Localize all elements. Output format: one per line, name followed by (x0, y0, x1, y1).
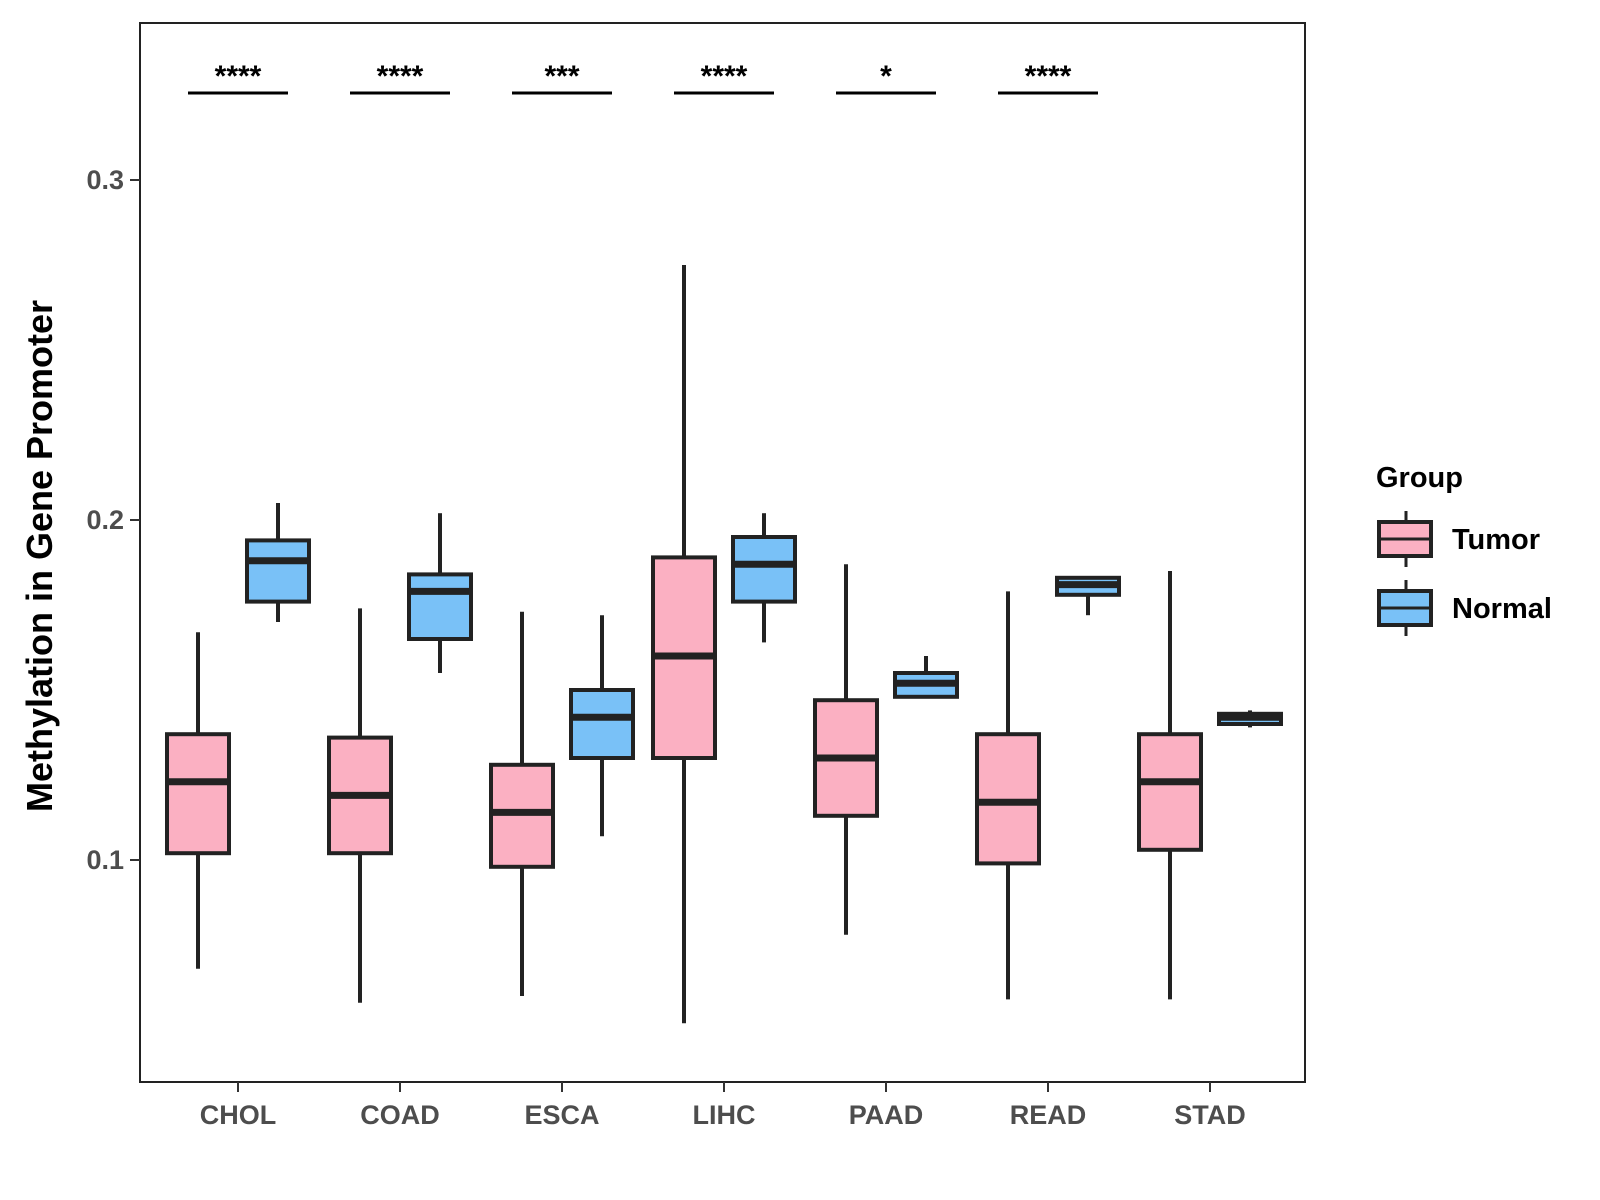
box-tumor-coad (327, 608, 393, 1003)
box-tumor-read (975, 591, 1041, 1000)
box-tumor-lihc (651, 265, 717, 1024)
x-tick-label-coad: COAD (360, 1100, 440, 1130)
box-normal-paad (893, 656, 959, 699)
box-tumor-paad (813, 564, 879, 935)
legend-title: Group (1376, 462, 1463, 494)
x-tick-label-chol: CHOL (200, 1100, 277, 1130)
box-rect-tumor-chol (165, 732, 231, 856)
box-normal-stad (1217, 710, 1283, 728)
box-rect-normal-esca (569, 688, 635, 760)
sig-label-lihc: **** (701, 60, 748, 93)
plot-border (139, 22, 1306, 1083)
significance-annotations: **** **** *** **** * **** (188, 60, 1098, 95)
box-rect-normal-lihc (731, 535, 797, 604)
sig-label-read: **** (1025, 60, 1072, 93)
legend-label-tumor: Tumor (1452, 524, 1540, 556)
box-tumor-chol (165, 632, 231, 969)
box-normal-read (1055, 575, 1121, 616)
box-layer (165, 265, 1283, 1024)
sig-label-paad: * (880, 60, 892, 93)
box-tumor-esca (489, 611, 555, 996)
x-tick-label-esca: ESCA (524, 1100, 599, 1130)
box-tumor-stad (1137, 571, 1203, 1000)
x-tick-label-stad: STAD (1174, 1100, 1246, 1130)
y-tick-label-0: 0.1 (86, 845, 124, 875)
box-normal-lihc (731, 513, 797, 643)
y-tick-label-1: 0.2 (86, 505, 124, 535)
y-tick-label-2: 0.3 (86, 165, 124, 195)
legend-label-normal: Normal (1452, 593, 1552, 625)
box-rect-tumor-stad (1137, 732, 1203, 852)
legend-item-normal: Normal (1377, 580, 1552, 636)
y-axis-title: Methylation in Gene Promoter (19, 300, 60, 812)
axes: 0.1 0.2 0.3 CHOL COAD ESCA LIHC PAAD READ STAD (86, 165, 1245, 1130)
x-tick-label-read: READ (1010, 1100, 1087, 1130)
legend: Group Tumor Normal (1376, 462, 1552, 636)
sig-label-chol: **** (215, 60, 262, 93)
box-rect-normal-coad (407, 572, 473, 642)
box-normal-coad (407, 513, 473, 673)
sig-label-coad: **** (377, 60, 424, 93)
box-normal-chol (245, 503, 311, 622)
sig-label-esca: *** (544, 60, 579, 93)
x-tick-label-paad: PAAD (849, 1100, 924, 1130)
x-tick-label-lihc: LIHC (693, 1100, 756, 1130)
plot-panel (139, 22, 1306, 1083)
box-normal-esca (569, 615, 635, 837)
box-rect-normal-chol (245, 538, 311, 604)
legend-item-tumor: Tumor (1377, 511, 1540, 567)
